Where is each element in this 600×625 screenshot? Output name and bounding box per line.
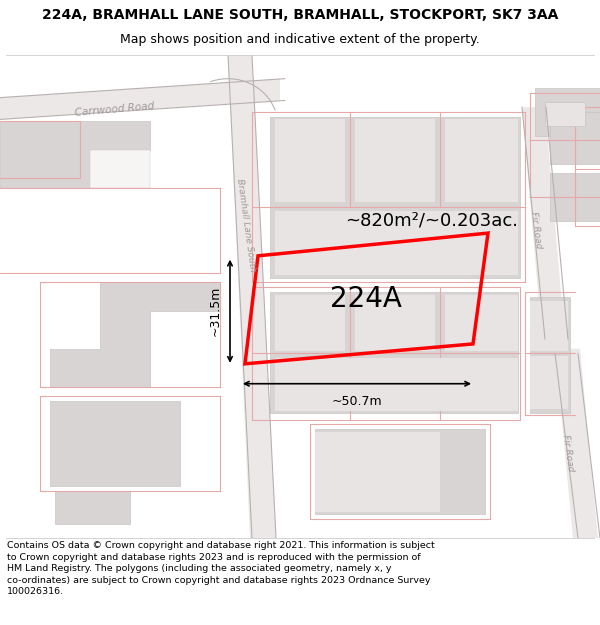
Polygon shape <box>355 294 435 351</box>
Polygon shape <box>228 55 276 538</box>
Text: Carrwood Road: Carrwood Road <box>75 101 155 118</box>
Polygon shape <box>0 79 280 119</box>
Text: Map shows position and indicative extent of the property.: Map shows position and indicative extent… <box>120 33 480 46</box>
Polygon shape <box>555 349 598 538</box>
Text: Fir Road: Fir Road <box>529 211 543 249</box>
Polygon shape <box>522 107 565 339</box>
Text: Fir Road: Fir Road <box>561 434 575 472</box>
Polygon shape <box>50 401 180 486</box>
Polygon shape <box>275 294 345 351</box>
Polygon shape <box>545 102 585 126</box>
Polygon shape <box>55 491 130 524</box>
Text: 224A, BRAMHALL LANE SOUTH, BRAMHALL, STOCKPORT, SK7 3AA: 224A, BRAMHALL LANE SOUTH, BRAMHALL, STO… <box>42 8 558 22</box>
Polygon shape <box>275 211 518 275</box>
Polygon shape <box>270 292 518 413</box>
Polygon shape <box>530 356 568 409</box>
Text: ~50.7m: ~50.7m <box>332 395 382 408</box>
Polygon shape <box>355 119 435 202</box>
Polygon shape <box>270 117 520 278</box>
Polygon shape <box>275 119 345 202</box>
Polygon shape <box>535 88 600 136</box>
Polygon shape <box>0 121 150 188</box>
Polygon shape <box>50 282 220 386</box>
Text: ~31.5m: ~31.5m <box>209 286 222 336</box>
Polygon shape <box>275 358 518 411</box>
Polygon shape <box>315 429 485 514</box>
Polygon shape <box>445 119 518 202</box>
Polygon shape <box>550 173 600 221</box>
Text: ~820m²/~0.203ac.: ~820m²/~0.203ac. <box>345 212 518 230</box>
Polygon shape <box>530 301 568 351</box>
Text: 224A: 224A <box>330 285 402 313</box>
Polygon shape <box>550 112 600 164</box>
Text: Contains OS data © Crown copyright and database right 2021. This information is : Contains OS data © Crown copyright and d… <box>7 541 435 596</box>
Polygon shape <box>445 294 518 351</box>
Polygon shape <box>315 432 440 512</box>
Polygon shape <box>90 150 150 188</box>
Text: Bramhall Lane South: Bramhall Lane South <box>235 178 257 272</box>
Polygon shape <box>530 296 570 413</box>
